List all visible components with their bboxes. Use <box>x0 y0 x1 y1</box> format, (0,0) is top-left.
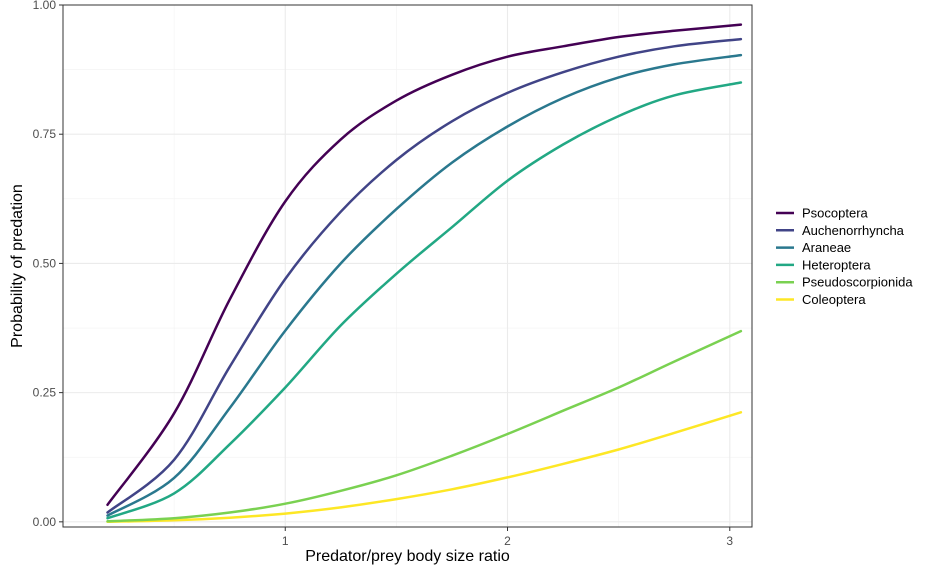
y-tick-label: 0.50 <box>33 256 57 270</box>
y-tick-label: 0.00 <box>33 515 57 529</box>
y-tick-label: 1.00 <box>33 0 57 12</box>
series-line-heteroptera <box>106 81 743 520</box>
y-axis-title: Probability of predation <box>9 184 26 348</box>
plot-panel-border <box>62 4 753 528</box>
x-axis-title: Predator/prey body size ratio <box>305 548 510 565</box>
series-line-coleoptera <box>106 411 743 524</box>
series-lines <box>106 23 743 524</box>
major-gridlines <box>63 4 752 527</box>
series-line-pseudoscorpionida <box>106 329 743 523</box>
series-line-psocoptera <box>106 23 743 507</box>
y-tick-label: 0.75 <box>33 127 57 141</box>
x-tick-label: 1 <box>282 534 289 548</box>
x-tick-label: 3 <box>726 534 733 548</box>
legend-label-araneae: Araneae <box>802 240 851 255</box>
minor-gridlines <box>63 5 752 527</box>
axis-tick-labels: 1 2 3 0.00 0.25 0.50 0.75 1.00 <box>33 0 734 548</box>
legend-label-heteroptera: Heteroptera <box>802 257 871 272</box>
legend-label-psocoptera: Psocoptera <box>802 206 869 221</box>
axis-ticks <box>59 4 731 531</box>
series-line-auchenorrhyncha <box>106 37 743 514</box>
legend-label-pseudoscorpionida: Pseudoscorpionida <box>802 275 913 290</box>
legend: Psocoptera Auchenorrhyncha Araneae Heteropt… <box>776 206 913 307</box>
legend-label-auchenorrhyncha: Auchenorrhyncha <box>802 223 905 238</box>
legend-label-coleoptera: Coleoptera <box>802 292 866 307</box>
y-tick-label: 0.25 <box>33 386 57 400</box>
series-line-araneae <box>106 53 743 517</box>
x-tick-label: 2 <box>504 534 511 548</box>
